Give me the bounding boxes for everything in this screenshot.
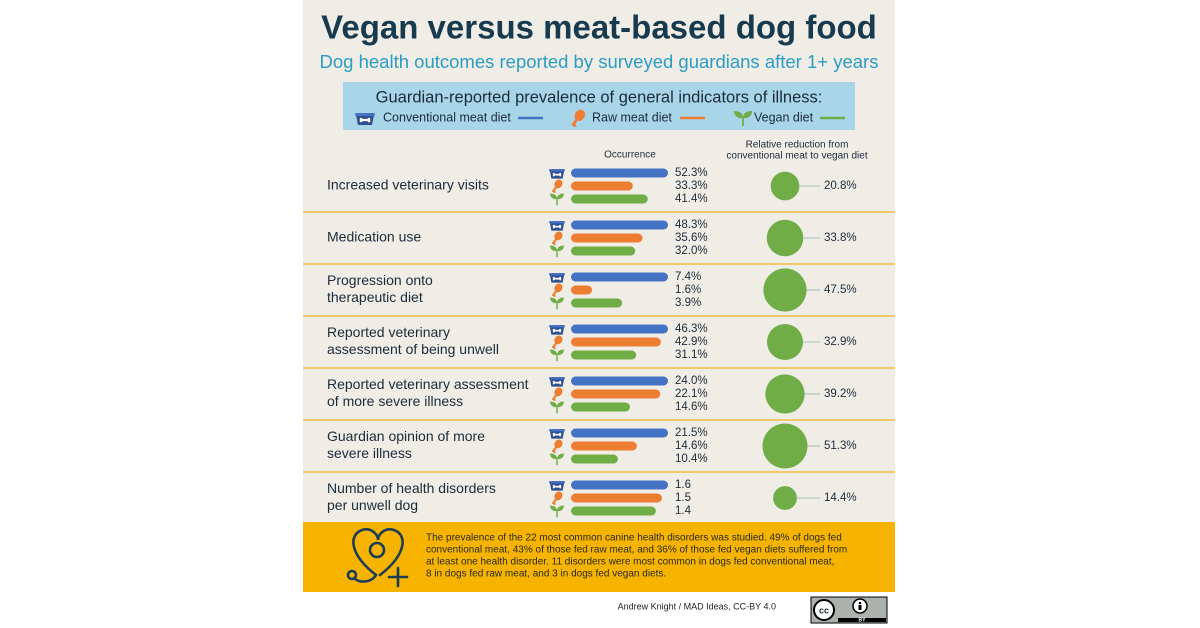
reduction-label: 47.5% bbox=[824, 284, 857, 296]
value-label: 33.3% bbox=[675, 180, 708, 192]
reduction-label: 33.8% bbox=[824, 232, 857, 244]
series-icon bbox=[355, 111, 375, 127]
legend-title: Guardian-reported prevalence of general … bbox=[376, 88, 823, 106]
series-icon bbox=[549, 168, 565, 180]
row-label: therapeutic diet bbox=[327, 289, 423, 305]
reduction-circle bbox=[763, 268, 807, 312]
value-label: 41.4% bbox=[675, 193, 708, 205]
reduction-circle bbox=[766, 219, 804, 257]
row-label: Number of health disorders bbox=[327, 480, 496, 496]
bar bbox=[571, 402, 631, 412]
value-label: 1.6% bbox=[675, 284, 701, 296]
reduction-label: 51.3% bbox=[824, 440, 857, 452]
bar bbox=[571, 480, 668, 490]
bar bbox=[571, 220, 668, 230]
value-label: 1.5 bbox=[675, 492, 691, 504]
series-icon bbox=[549, 324, 565, 336]
legend-box bbox=[343, 82, 855, 130]
row-label: Reported veterinary bbox=[327, 324, 450, 340]
row-label: Progression onto bbox=[327, 272, 433, 288]
value-label: 1.4 bbox=[675, 505, 692, 517]
value-label: 35.6% bbox=[675, 232, 708, 244]
row-label: Increased veterinary visits bbox=[327, 177, 489, 193]
stethoscope-icon bbox=[346, 528, 409, 588]
value-label: 22.1% bbox=[675, 388, 708, 400]
bar bbox=[571, 233, 643, 243]
series-icon bbox=[549, 220, 565, 232]
subtitle: Dog health outcomes reported by surveyed… bbox=[320, 51, 879, 72]
bar bbox=[571, 194, 648, 204]
row-label: severe illness bbox=[327, 445, 412, 461]
value-label: 7.4% bbox=[675, 271, 701, 283]
value-label: 32.0% bbox=[675, 245, 708, 257]
value-label: 46.3% bbox=[675, 323, 708, 335]
reduction-header: conventional meat to vegan diet bbox=[726, 151, 867, 162]
row-label: Guardian opinion of more bbox=[327, 428, 485, 444]
value-label: 48.3% bbox=[675, 219, 708, 231]
bar bbox=[571, 337, 661, 347]
note-text: 8 in dogs fed raw meat, and 3 in dogs fe… bbox=[426, 569, 666, 580]
value-label: 42.9% bbox=[675, 336, 708, 348]
bar bbox=[571, 428, 668, 438]
bar bbox=[571, 441, 637, 451]
reduction-label: 39.2% bbox=[824, 388, 857, 400]
title: Vegan versus meat-based dog food bbox=[321, 9, 877, 46]
svg-text:cc: cc bbox=[819, 605, 829, 615]
license-badge: cc BY bbox=[810, 596, 888, 624]
reduction-circle bbox=[765, 374, 805, 414]
bar bbox=[571, 272, 668, 282]
row-label: of more severe illness bbox=[327, 393, 463, 409]
reduction-label: 20.8% bbox=[824, 180, 857, 192]
series-icon bbox=[549, 376, 565, 388]
bar bbox=[571, 246, 636, 256]
reduction-header: Relative reduction from bbox=[746, 140, 849, 151]
bar bbox=[571, 506, 656, 516]
credit: Andrew Knight / MAD Ideas, CC-BY 4.0 bbox=[618, 601, 776, 611]
bar bbox=[571, 324, 668, 334]
value-label: 10.4% bbox=[675, 453, 708, 465]
reduction-label: 14.4% bbox=[824, 492, 857, 504]
note-box bbox=[303, 522, 895, 592]
bar bbox=[571, 181, 633, 191]
row-label: per unwell dog bbox=[327, 497, 418, 513]
bar bbox=[571, 168, 668, 178]
bar bbox=[571, 493, 662, 503]
license-text: BY bbox=[859, 617, 867, 623]
value-label: 14.6% bbox=[675, 401, 708, 413]
note-text: conventional meat, 43% of those fed raw … bbox=[426, 545, 847, 556]
series-icon bbox=[549, 428, 565, 440]
reduction-circle bbox=[770, 171, 800, 201]
legend-label: Conventional meat diet bbox=[383, 110, 511, 124]
row-label: Reported veterinary assessment bbox=[327, 376, 529, 392]
bar bbox=[571, 454, 618, 464]
reduction-circle bbox=[762, 423, 808, 469]
series-icon bbox=[549, 272, 565, 284]
value-label: 31.1% bbox=[675, 349, 708, 361]
bar bbox=[571, 389, 661, 399]
legend-label: Vegan diet bbox=[754, 110, 814, 124]
bar bbox=[571, 285, 592, 295]
bar bbox=[571, 350, 637, 360]
value-label: 52.3% bbox=[675, 167, 708, 179]
row-label: Medication use bbox=[327, 229, 421, 245]
value-label: 1.6 bbox=[675, 479, 691, 491]
series-icon bbox=[549, 480, 565, 492]
value-label: 14.6% bbox=[675, 440, 708, 452]
reduction-circle bbox=[773, 486, 797, 510]
note-text: The prevalence of the 22 most common can… bbox=[426, 533, 842, 544]
note-text: at least one health disorder. 11 disorde… bbox=[426, 557, 834, 568]
value-label: 21.5% bbox=[675, 427, 708, 439]
occurrence-header: Occurrence bbox=[604, 150, 656, 161]
row-label: assessment of being unwell bbox=[327, 341, 499, 357]
bar bbox=[571, 298, 623, 308]
value-label: 24.0% bbox=[675, 375, 708, 387]
bar bbox=[571, 376, 668, 386]
value-label: 3.9% bbox=[675, 297, 701, 309]
reduction-label: 32.9% bbox=[824, 336, 857, 348]
legend-label: Raw meat diet bbox=[592, 110, 672, 124]
reduction-circle bbox=[766, 323, 804, 361]
